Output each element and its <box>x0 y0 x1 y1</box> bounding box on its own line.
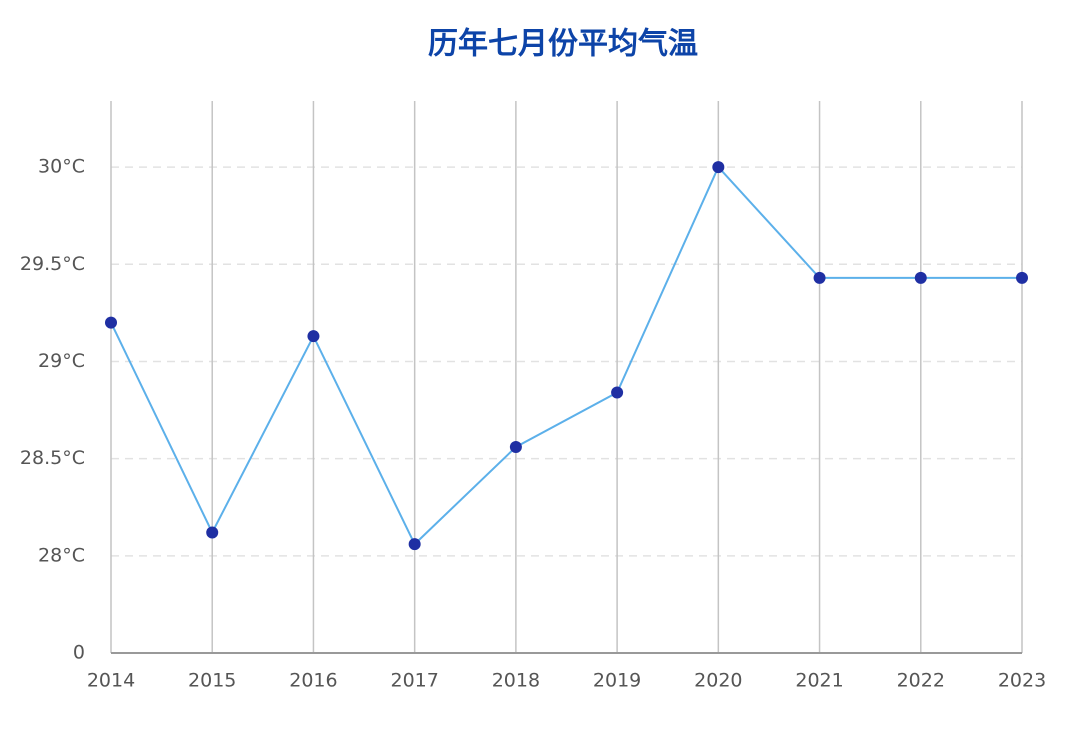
x-tick-label: 2016 <box>289 670 337 692</box>
point <box>307 330 320 343</box>
chart-title: 历年七月份平均气温 <box>428 27 698 62</box>
x-tick-label: 2019 <box>593 670 641 692</box>
x-tick-label: 2014 <box>87 670 135 692</box>
y-tick-label: 29.5°C <box>20 253 85 275</box>
point <box>1016 271 1028 284</box>
y-tick-label: 28°C <box>38 544 85 566</box>
y-tick-label: 30°C <box>38 156 85 178</box>
y-tick-label: 28.5°C <box>20 447 85 469</box>
x-tick-label: 2017 <box>390 670 438 692</box>
x-tick-label: 2021 <box>795 670 843 692</box>
point <box>914 271 927 284</box>
point <box>813 271 826 284</box>
y-tick-label: 29°C <box>38 350 85 372</box>
y-tick-label: 0 <box>73 642 85 664</box>
x-tick-label: 2015 <box>188 670 236 692</box>
point <box>712 161 725 174</box>
x-tick-label: 2022 <box>897 670 945 692</box>
point <box>206 526 219 539</box>
line <box>110 165 1022 546</box>
point <box>509 440 522 453</box>
point <box>611 386 624 399</box>
x-tick-label: 2018 <box>492 670 540 692</box>
point <box>105 316 117 329</box>
x-tick-label: 2020 <box>694 670 742 692</box>
x-tick-label: 2023 <box>998 670 1046 692</box>
point <box>408 538 421 551</box>
